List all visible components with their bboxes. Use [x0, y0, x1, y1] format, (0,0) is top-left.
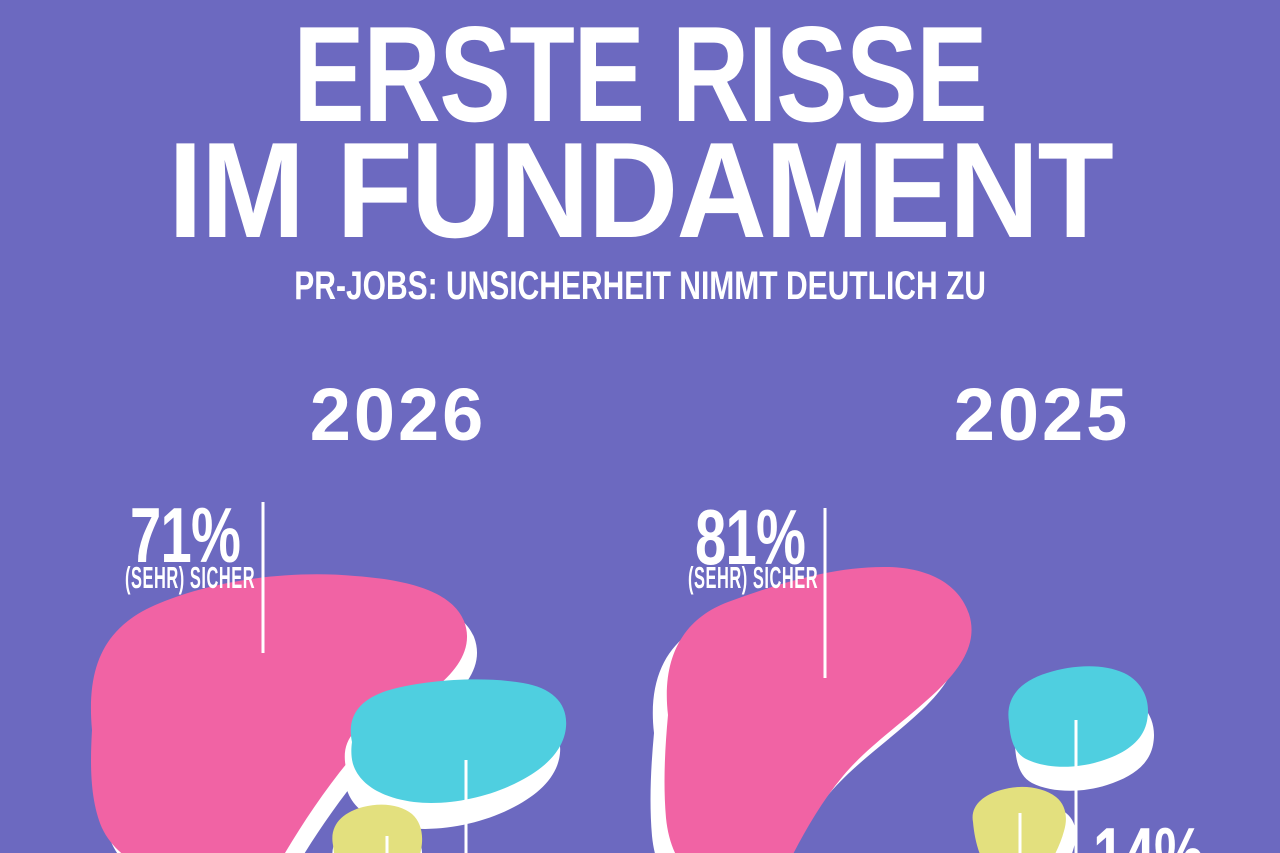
caption-2025-pink: (SEHR) SICHER [688, 560, 819, 595]
title-line-1-text: ERSTE RISSE [293, 0, 988, 150]
year-label-2026: 2026 [309, 373, 487, 456]
pink-blob-2025 [664, 566, 972, 853]
caption-2026-pink: (SEHR) SICHER [125, 560, 256, 595]
value-label-2026-pink: 71% [130, 491, 241, 579]
title-line-1: ERSTE RISSE [0, 6, 1280, 142]
subtitle: PR-JOBS: UNSICHERHEIT NIMMT DEUTLICH ZU [0, 266, 1280, 306]
yellow-blob-2026 [332, 804, 423, 853]
year-label-2025: 2025 [953, 373, 1131, 456]
pink-blob-2026 [91, 574, 468, 853]
subtitle-text: PR-JOBS: UNSICHERHEIT NIMMT DEUTLICH ZU [294, 264, 986, 308]
value-label-2025-pink: 81% [695, 493, 806, 581]
title-line-2: IM FUNDAMENT [0, 122, 1280, 258]
cyan-blob-2026 [350, 679, 567, 803]
title-line-2-text: IM FUNDAMENT [167, 114, 1114, 266]
value-label-2025-cyan: 14% [1093, 816, 1204, 853]
cyan-blob-2025 [1008, 666, 1149, 767]
